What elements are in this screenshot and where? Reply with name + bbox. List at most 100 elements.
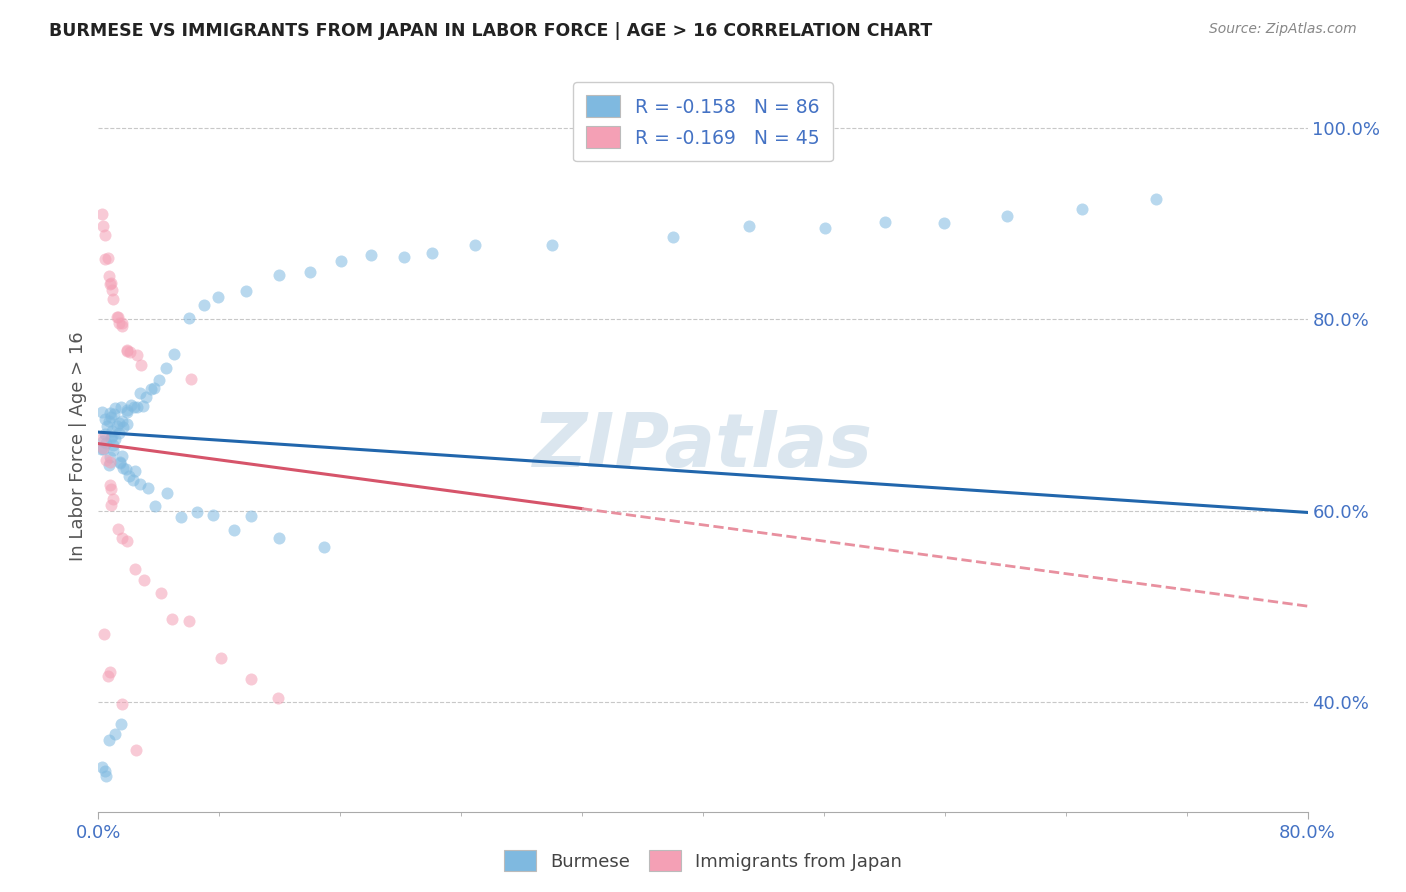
Point <box>141 382 163 396</box>
Point <box>995 210 1018 224</box>
Point <box>91 434 114 448</box>
Point <box>107 310 129 325</box>
Point <box>662 229 685 244</box>
Point <box>115 344 138 359</box>
Point <box>91 430 114 444</box>
Point <box>540 237 562 252</box>
Point <box>180 372 202 386</box>
Point <box>108 425 131 440</box>
Point <box>112 461 135 475</box>
Point <box>170 510 193 524</box>
Point <box>97 458 120 473</box>
Point <box>107 316 129 330</box>
Point <box>120 345 142 359</box>
Point <box>110 400 132 414</box>
Point <box>122 400 145 414</box>
Point <box>873 215 896 229</box>
Point <box>101 443 124 458</box>
Point <box>115 404 138 418</box>
Point <box>193 298 215 312</box>
Point <box>94 769 117 783</box>
Point <box>100 425 122 439</box>
Point <box>201 508 224 522</box>
Point <box>128 476 150 491</box>
Point <box>464 238 486 252</box>
Point <box>1071 202 1094 216</box>
Point <box>94 453 117 467</box>
Point <box>163 347 186 361</box>
Point <box>267 531 290 545</box>
Point <box>222 523 245 537</box>
Point <box>90 405 112 419</box>
Legend: Burmese, Immigrants from Japan: Burmese, Immigrants from Japan <box>496 843 910 879</box>
Point <box>97 413 120 427</box>
Point <box>118 468 141 483</box>
Point <box>103 407 125 421</box>
Point <box>329 254 352 268</box>
Point <box>155 361 177 376</box>
Point <box>91 442 114 457</box>
Point <box>136 481 159 495</box>
Point <box>120 398 142 412</box>
Point <box>101 428 124 442</box>
Point <box>360 248 382 262</box>
Point <box>100 410 122 425</box>
Point <box>934 215 956 229</box>
Point <box>143 381 166 395</box>
Point <box>177 311 200 326</box>
Point <box>209 651 232 665</box>
Y-axis label: In Labor Force | Age > 16: In Labor Force | Age > 16 <box>69 331 87 561</box>
Point <box>135 390 157 404</box>
Point <box>124 464 146 478</box>
Point <box>207 290 229 304</box>
Point <box>105 418 128 433</box>
Point <box>814 220 837 235</box>
Point <box>111 414 134 428</box>
Point <box>125 743 148 757</box>
Text: BURMESE VS IMMIGRANTS FROM JAPAN IN LABOR FORCE | AGE > 16 CORRELATION CHART: BURMESE VS IMMIGRANTS FROM JAPAN IN LABO… <box>49 22 932 40</box>
Point <box>96 419 118 434</box>
Point <box>186 505 208 519</box>
Point <box>93 442 115 456</box>
Point <box>97 268 120 283</box>
Point <box>100 478 122 492</box>
Point <box>100 498 122 512</box>
Point <box>101 292 124 306</box>
Point <box>98 665 121 679</box>
Point <box>114 462 136 476</box>
Point <box>100 406 122 420</box>
Point <box>93 627 115 641</box>
Point <box>239 672 262 686</box>
Point <box>111 319 134 334</box>
Point <box>235 284 257 298</box>
Point <box>100 276 122 290</box>
Point <box>111 449 134 463</box>
Point <box>125 348 148 362</box>
Point <box>314 541 336 555</box>
Point <box>115 417 138 431</box>
Point <box>94 252 117 266</box>
Point <box>299 265 322 279</box>
Point <box>97 252 120 266</box>
Point <box>100 482 122 496</box>
Point <box>98 450 121 464</box>
Point <box>97 668 120 682</box>
Point <box>101 492 124 507</box>
Point <box>131 359 153 373</box>
Point <box>121 473 143 487</box>
Point <box>127 401 149 415</box>
Point <box>111 698 134 712</box>
Point <box>115 533 138 548</box>
Point <box>100 431 122 445</box>
Point <box>267 268 290 283</box>
Point <box>267 690 290 705</box>
Point <box>91 207 114 221</box>
Point <box>143 499 166 513</box>
Point <box>132 399 155 413</box>
Point <box>179 614 201 628</box>
Point <box>111 531 134 545</box>
Point <box>150 586 173 600</box>
Point <box>115 343 138 357</box>
Point <box>738 219 761 234</box>
Point <box>105 310 128 325</box>
